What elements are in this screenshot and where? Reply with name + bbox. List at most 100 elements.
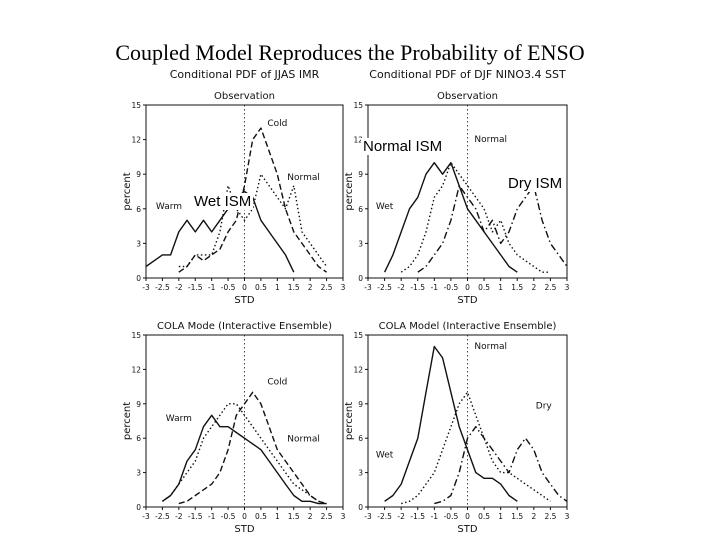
y-tick-label: 6 — [136, 434, 141, 443]
panel-title: COLA Mode (Interactive Ensemble) — [157, 321, 332, 332]
x-tick-label: -1.5 — [410, 512, 425, 521]
normal-ism-label: Normal ISM — [361, 138, 445, 155]
y-tick-label: 9 — [136, 170, 141, 179]
series-line-warm — [145, 190, 295, 273]
y-tick-label: 12 — [353, 365, 363, 374]
x-axis-label: STD — [234, 524, 254, 535]
x-axis-label: STD — [457, 524, 477, 535]
x-tick-label: 1.5 — [511, 512, 523, 521]
y-tick-label: 0 — [136, 274, 141, 283]
wet-ism-label: Wet ISM — [192, 193, 254, 210]
x-tick-label: 3 — [565, 512, 570, 521]
x-tick-label: -3 — [142, 512, 150, 521]
x-tick-label: 1 — [498, 283, 503, 292]
y-tick-label: 3 — [358, 239, 363, 248]
y-tick-label: 15 — [131, 331, 141, 340]
column-title: Conditional PDF of JJAS IMR — [170, 68, 320, 81]
x-tick-label: 2.5 — [321, 512, 333, 521]
x-tick-label: -2 — [175, 283, 183, 292]
y-axis-label: percent — [122, 172, 133, 210]
x-tick-label: 2.5 — [321, 283, 333, 292]
y-tick-label: 3 — [136, 239, 141, 248]
series-annotation: Wet — [376, 451, 394, 461]
series-line-normal — [161, 403, 327, 505]
x-tick-label: 2 — [531, 512, 536, 521]
x-tick-label: -1.5 — [410, 283, 425, 292]
x-tick-label: 3 — [341, 283, 346, 292]
chart-panel-1: Conditional PDF of JJAS IMR Observation -3… — [122, 68, 346, 306]
y-axis-label: percent — [344, 172, 355, 210]
series-line-dry — [417, 184, 568, 273]
series-line-normal — [400, 161, 551, 273]
series-annotation: Dry — [536, 401, 553, 411]
x-axis-label: STD — [234, 295, 254, 306]
x-tick-label: -0.5 — [221, 512, 236, 521]
y-tick-label: 9 — [136, 400, 141, 409]
series-line-cold — [178, 391, 327, 505]
x-tick-label: 0.5 — [255, 283, 267, 292]
panel-title: Observation — [437, 91, 498, 102]
x-tick-label: 3 — [565, 283, 570, 292]
panel-title: Observation — [214, 91, 275, 102]
y-tick-label: 15 — [353, 331, 363, 340]
x-tick-label: 3 — [341, 512, 346, 521]
series-annotation: Normal — [474, 342, 507, 352]
x-tick-label: 2 — [531, 283, 536, 292]
x-tick-label: -3 — [364, 512, 372, 521]
x-tick-label: 0 — [465, 283, 470, 292]
series-line-normal — [178, 173, 328, 268]
series-line-wet — [384, 345, 518, 502]
column-title: Conditional PDF of DJF NINO3.4 SST — [369, 68, 566, 81]
x-tick-label: -2.5 — [155, 512, 170, 521]
y-tick-label: 15 — [353, 101, 363, 110]
x-tick-label: -1 — [208, 283, 216, 292]
panel-title: COLA Model (Interactive Ensemble) — [379, 321, 557, 332]
x-tick-label: -2 — [397, 512, 405, 521]
y-tick-label: 6 — [136, 205, 141, 214]
x-tick-label: 0 — [242, 512, 247, 521]
x-tick-label: -1 — [431, 283, 439, 292]
y-tick-label: 15 — [131, 101, 141, 110]
x-tick-label: 0 — [242, 283, 247, 292]
x-tick-label: 1 — [275, 512, 280, 521]
y-tick-label: 0 — [136, 503, 141, 512]
x-tick-label: -1.5 — [188, 512, 203, 521]
y-tick-label: 3 — [136, 469, 141, 478]
series-line-cold — [178, 127, 327, 273]
x-tick-label: -1.5 — [188, 283, 203, 292]
series-annotation: Warm — [156, 202, 182, 212]
plot-frame — [367, 334, 568, 508]
x-tick-label: 2 — [308, 512, 313, 521]
x-tick-label: 0.5 — [255, 512, 267, 521]
x-tick-label: 1 — [498, 512, 503, 521]
x-tick-label: -2 — [397, 283, 405, 292]
series-annotation: Warm — [166, 414, 192, 424]
x-tick-label: 1.5 — [511, 283, 523, 292]
y-tick-label: 6 — [358, 434, 363, 443]
x-tick-label: 2 — [308, 283, 313, 292]
y-axis-label: percent — [122, 402, 133, 440]
x-tick-label: 0.5 — [478, 283, 490, 292]
x-tick-label: -0.5 — [444, 512, 459, 521]
series-annotation: Wet — [376, 202, 394, 212]
x-tick-label: -1 — [208, 512, 216, 521]
chart-panel-4: COLA Model (Interactive Ensemble)-3 -2.5-… — [344, 321, 570, 535]
x-tick-label: 1 — [275, 283, 280, 292]
x-tick-label: -2 — [175, 512, 183, 521]
y-tick-label: 9 — [358, 170, 363, 179]
chart-panel-2: Conditional PDF of DJF NINO3.4 SST Observ… — [344, 68, 570, 306]
dry-ism-label: Dry ISM — [506, 175, 565, 192]
y-axis-label: percent — [344, 402, 355, 440]
series-annotation: Normal — [474, 135, 507, 145]
series-annotation: Cold — [267, 119, 287, 129]
x-tick-label: -2.5 — [377, 283, 392, 292]
y-tick-label: 12 — [353, 136, 363, 145]
y-tick-label: 6 — [358, 205, 363, 214]
series-line-warm — [161, 414, 327, 505]
x-tick-label: -3 — [142, 283, 150, 292]
series-line-normal — [401, 391, 551, 505]
x-tick-label: 1.5 — [288, 283, 300, 292]
x-tick-label: -2.5 — [155, 283, 170, 292]
x-tick-label: -1 — [431, 512, 439, 521]
x-tick-label: 0 — [465, 512, 470, 521]
